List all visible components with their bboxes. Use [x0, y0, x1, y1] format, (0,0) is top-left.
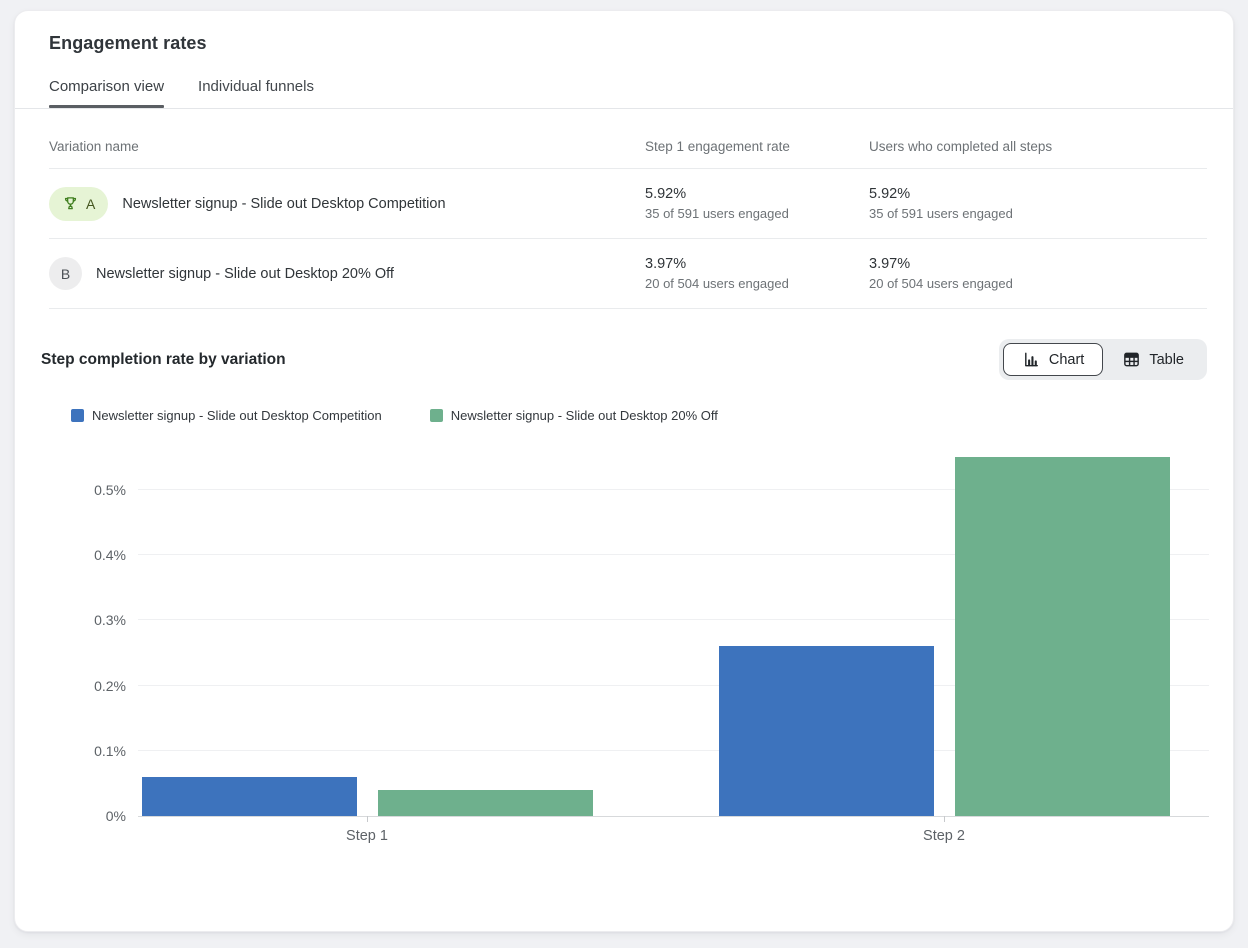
gridline	[138, 619, 1209, 621]
step1-rate-cell: 5.92% 35 of 591 users engaged	[645, 186, 869, 221]
tab-individual-funnels[interactable]: Individual funnels	[198, 78, 314, 95]
bar-chart-icon	[1022, 350, 1041, 369]
variation-name: Newsletter signup - Slide out Desktop Co…	[122, 195, 446, 212]
trophy-icon	[62, 195, 79, 212]
table-row: B Newsletter signup - Slide out Desktop …	[49, 239, 1207, 309]
tab-comparison-view-label: Comparison view	[49, 78, 165, 95]
variation-name-cell: B Newsletter signup - Slide out Desktop …	[49, 257, 645, 290]
chart-legend: Newsletter signup - Slide out Desktop Co…	[71, 408, 1207, 423]
x-axis-label: Step 1	[346, 828, 388, 844]
tab-individual-funnels-label: Individual funnels	[198, 78, 314, 95]
y-axis-label: 0.5%	[94, 482, 126, 498]
variation-name-cell: A Newsletter signup - Slide out Desktop …	[49, 186, 645, 221]
legend-label: Newsletter signup - Slide out Desktop Co…	[92, 408, 382, 423]
tabs: Comparison view Individual funnels	[49, 78, 1207, 108]
rate-value: 5.92%	[645, 186, 687, 202]
chart-view-button[interactable]: Chart	[1002, 343, 1104, 376]
rate-subtext: 20 of 504 users engaged	[645, 276, 789, 291]
chart-section-header: Step completion rate by variation Chart	[41, 339, 1207, 380]
gridline	[138, 489, 1209, 490]
page-title: Engagement rates	[49, 33, 207, 53]
step-completion-chart: 0% 0.1% 0.2% 0.3% 0.4% 0.5% Step 1 Step 2	[49, 449, 1209, 844]
rate-value: 3.97%	[869, 256, 911, 272]
legend-label: Newsletter signup - Slide out Desktop 20…	[450, 408, 718, 423]
step1-rate-cell: 3.97% 20 of 504 users engaged	[645, 256, 869, 291]
variation-letter: B	[60, 265, 71, 282]
bar-step2-series2[interactable]	[955, 457, 1170, 816]
y-axis-label: 0.2%	[94, 677, 126, 694]
variation-table: Variation name Step 1 engagement rate Us…	[49, 109, 1207, 309]
legend-item-variation-a[interactable]: Newsletter signup - Slide out Desktop Co…	[71, 408, 382, 423]
column-header-completed-all: Users who completed all steps	[869, 139, 1053, 154]
bar-step1-series1[interactable]	[142, 776, 357, 816]
variation-badge: B	[49, 257, 82, 290]
bar-step2-series1[interactable]	[719, 646, 934, 816]
chart-section-title: Step completion rate by variation	[41, 350, 286, 368]
tab-comparison-view[interactable]: Comparison view	[49, 78, 165, 108]
legend-item-variation-b[interactable]: Newsletter signup - Slide out Desktop 20…	[429, 408, 718, 423]
gridline	[138, 749, 1209, 751]
x-axis-tick	[944, 816, 945, 822]
completed-all-cell: 5.92% 35 of 591 users engaged	[869, 186, 1207, 221]
table-view-button[interactable]: Table	[1103, 343, 1203, 376]
y-axis-label: 0.4%	[94, 547, 126, 564]
y-axis-label: 0.3%	[94, 612, 126, 629]
chart-view-label: Chart	[1048, 351, 1085, 368]
rate-value: 3.97%	[645, 256, 687, 272]
variation-name: Newsletter signup - Slide out Desktop 20…	[96, 265, 394, 282]
y-axis-label: 0.1%	[94, 742, 126, 759]
column-header-variation-name: Variation name	[49, 139, 139, 154]
table-view-label: Table	[1149, 351, 1184, 368]
legend-swatch-blue	[71, 409, 84, 422]
legend-swatch-green	[429, 409, 443, 422]
y-axis-label: 0%	[105, 808, 126, 824]
x-axis-label: Step 2	[923, 828, 965, 844]
tabs-divider	[15, 108, 1233, 109]
completed-all-cell: 3.97% 20 of 504 users engaged	[869, 256, 1207, 291]
gridline	[138, 684, 1209, 686]
rate-value: 5.92%	[869, 186, 911, 202]
variation-letter: A	[86, 195, 96, 212]
chart-plot-area: 0% 0.1% 0.2% 0.3% 0.4% 0.5% Step 1 Step 2	[94, 449, 1209, 844]
table-row: A Newsletter signup - Slide out Desktop …	[49, 169, 1207, 239]
rate-subtext: 20 of 504 users engaged	[869, 276, 1013, 291]
view-toggle: Chart Table	[998, 339, 1207, 380]
column-header-step1-rate: Step 1 engagement rate	[645, 139, 790, 154]
table-header-row: Variation name Step 1 engagement rate Us…	[49, 109, 1207, 169]
gridline	[138, 554, 1209, 556]
engagement-rates-card: Engagement rates Comparison view Individ…	[14, 10, 1234, 932]
table-icon	[1122, 350, 1141, 369]
winner-badge: A	[49, 186, 109, 221]
x-axis-tick	[367, 816, 368, 822]
rate-subtext: 35 of 591 users engaged	[869, 206, 1013, 221]
bar-step1-series2[interactable]	[378, 789, 593, 816]
rate-subtext: 35 of 591 users engaged	[645, 206, 789, 221]
